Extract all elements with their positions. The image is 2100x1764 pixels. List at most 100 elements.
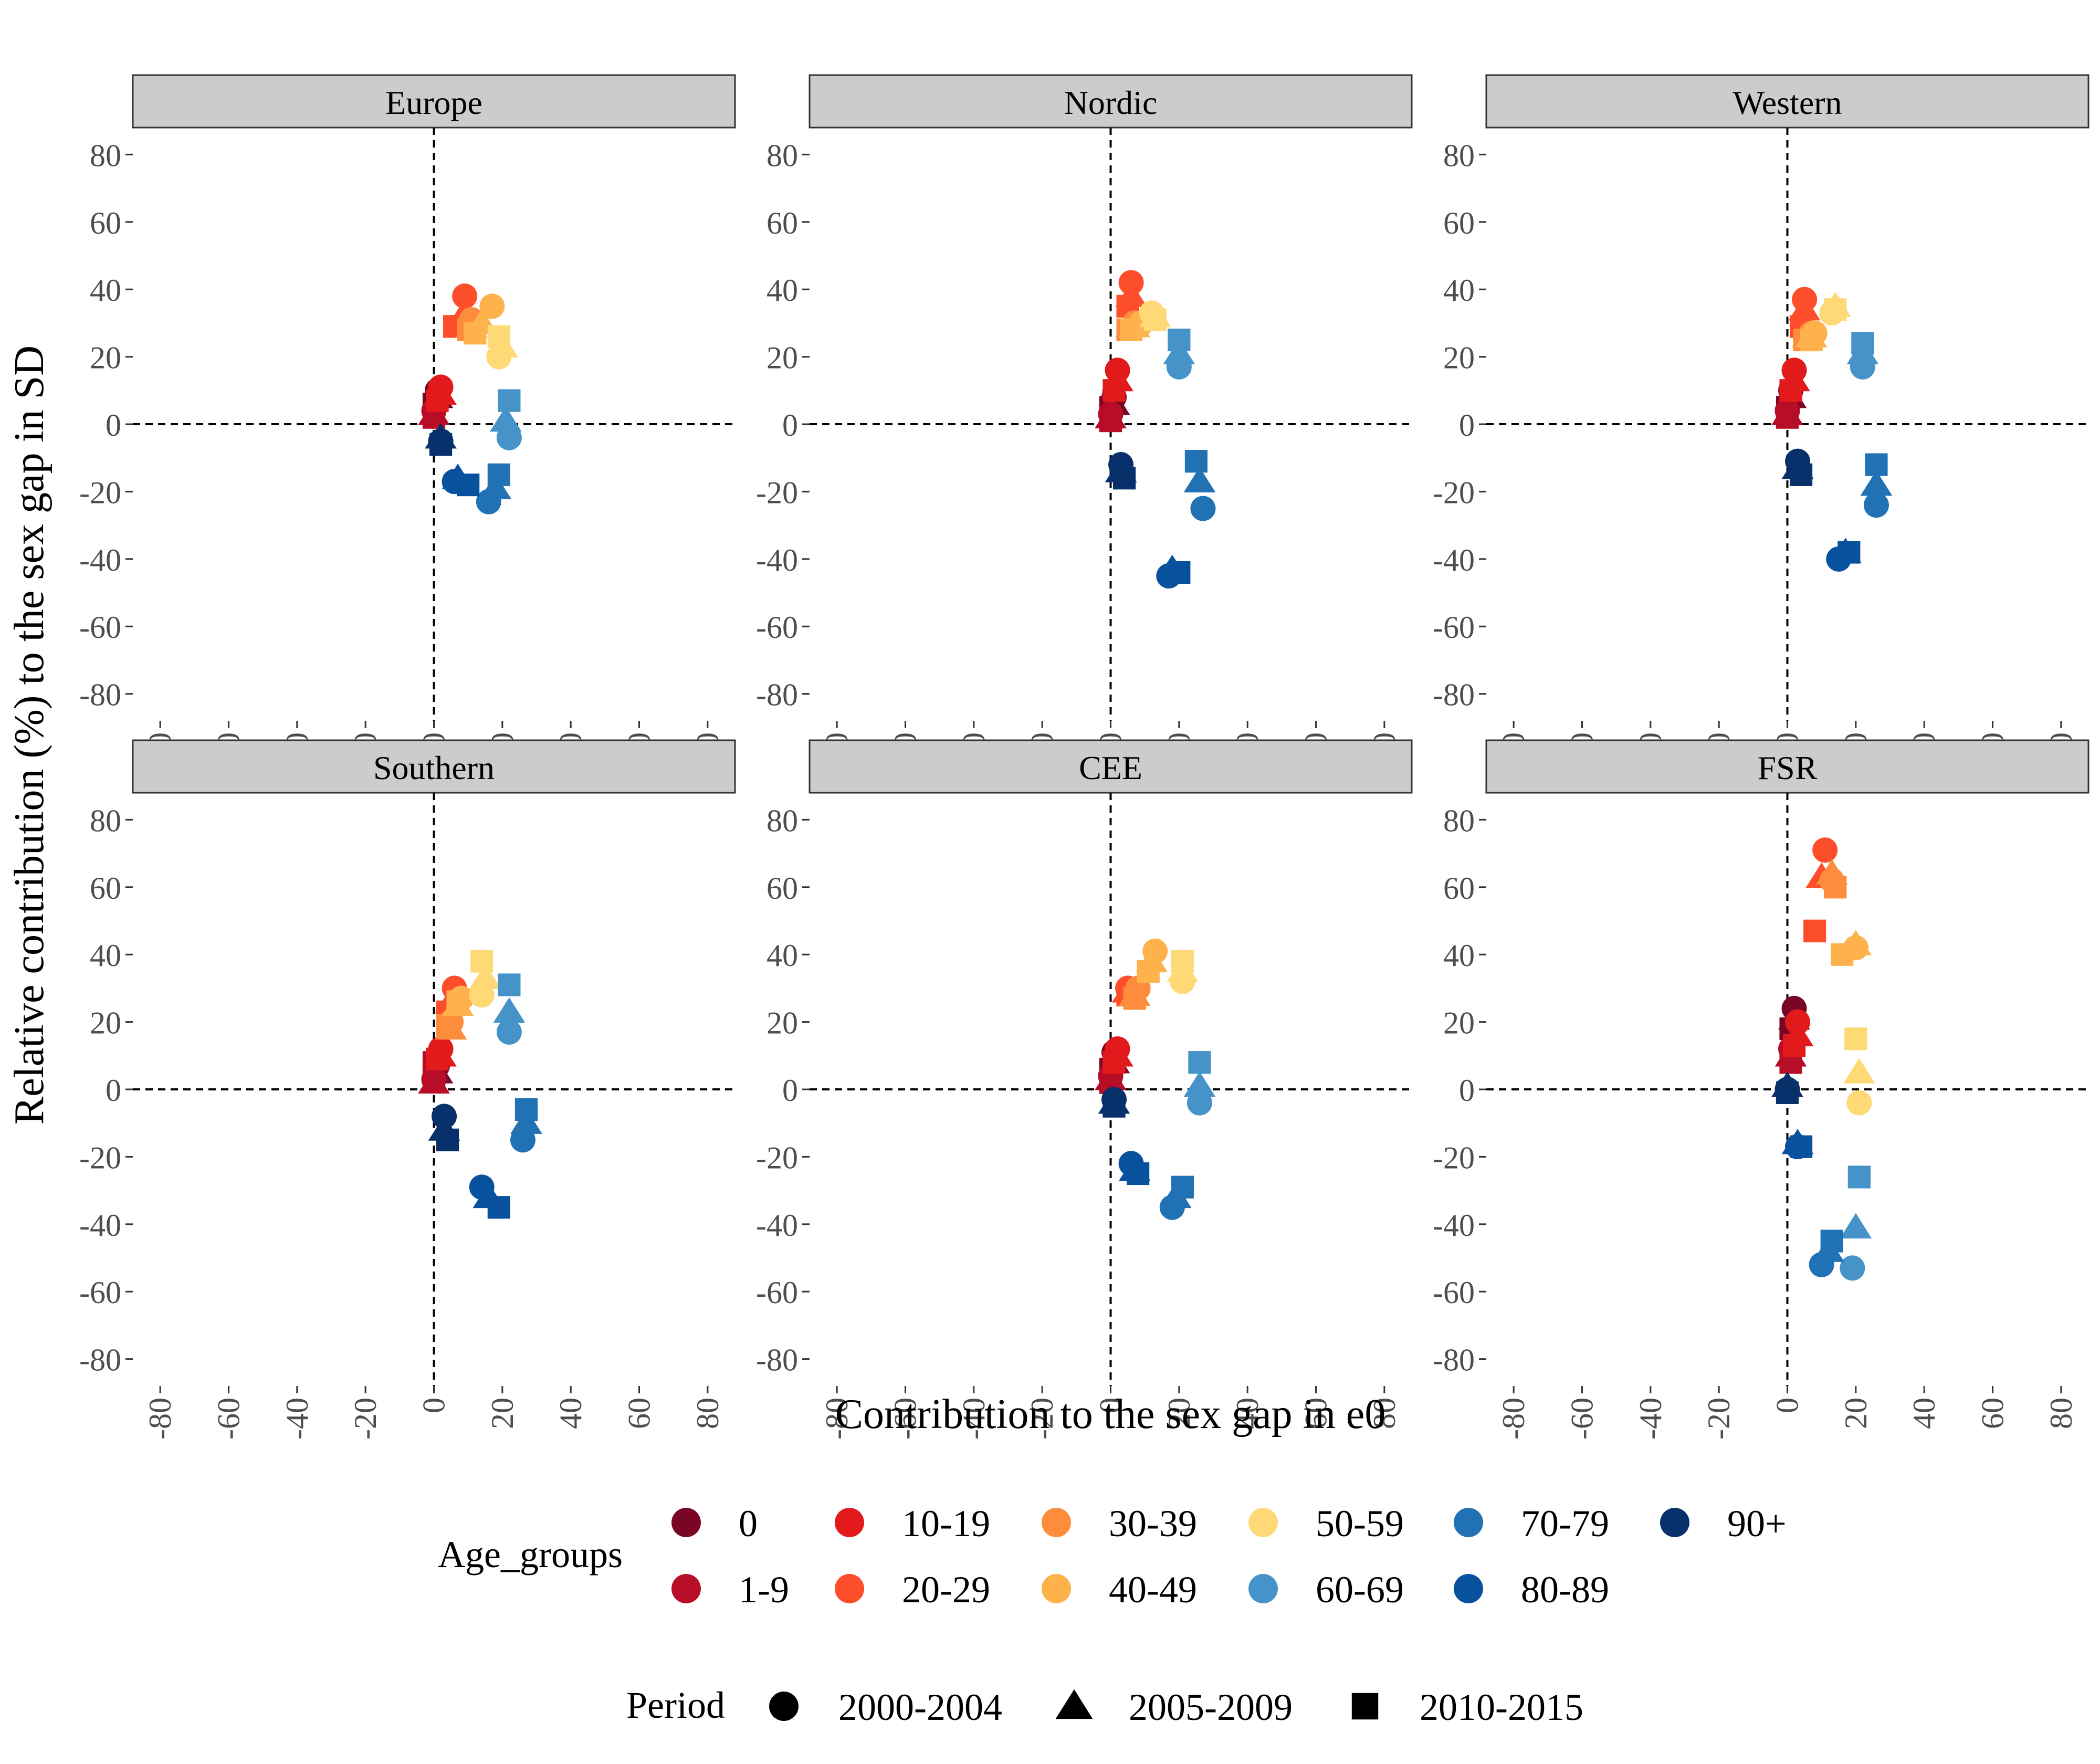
y-tick-label: -80 (79, 1343, 121, 1378)
x-tick-label: -60 (888, 1398, 922, 1440)
x-tick-label: -60 (211, 1398, 246, 1440)
x-tick-label: 80 (1367, 1398, 1402, 1429)
data-point (1171, 950, 1194, 973)
age-legend-label: 20-29 (902, 1569, 990, 1611)
y-tick-label: 20 (1443, 1006, 1475, 1041)
data-point (498, 389, 521, 412)
x-tick-label: -80 (1496, 1398, 1531, 1440)
data-point (1168, 328, 1191, 352)
y-tick-label: 40 (1443, 273, 1475, 308)
data-point (1102, 1095, 1126, 1118)
data-point (1789, 463, 1813, 486)
age-legend-label: 50-59 (1316, 1503, 1404, 1545)
data-point (496, 1019, 522, 1045)
y-tick-label: -20 (756, 1140, 798, 1175)
y-tick-label: -80 (756, 1343, 798, 1378)
data-point (1843, 1058, 1875, 1084)
y-tick-label: 40 (766, 273, 798, 308)
y-tick-label: 0 (1459, 1073, 1475, 1108)
age-legend-key (1454, 1574, 1483, 1603)
data-point (1803, 919, 1826, 942)
y-tick-label: -20 (756, 475, 798, 510)
age-legend-key (671, 1574, 701, 1603)
data-point (452, 284, 478, 309)
age-legend-key (1248, 1508, 1278, 1537)
data-point (418, 1068, 450, 1094)
y-tick-label: 60 (90, 871, 121, 906)
panel-title: Nordic (1064, 84, 1158, 121)
panel-title: FSR (1758, 749, 1818, 786)
y-tick-label: 40 (90, 938, 121, 973)
data-point (1183, 1071, 1216, 1097)
data-point (479, 474, 512, 499)
x-tick-label: 20 (485, 1398, 520, 1429)
x-tick-label: 20 (1162, 1398, 1196, 1429)
y-tick-label: 20 (766, 341, 798, 375)
x-tick-label: 0 (1094, 1398, 1128, 1413)
data-point (487, 1196, 510, 1219)
data-point (1846, 1090, 1872, 1116)
data-point (1831, 943, 1854, 966)
data-point (1776, 1081, 1799, 1105)
y-tick-label: 20 (90, 1006, 121, 1041)
y-tick-label: -60 (79, 610, 121, 645)
x-tick-label: 60 (622, 1398, 657, 1429)
x-tick-label: -80 (143, 1398, 177, 1440)
data-point (493, 997, 526, 1023)
panel-strip (132, 74, 736, 129)
data-point (464, 322, 487, 345)
data-point (514, 1098, 538, 1121)
y-tick-label: -40 (1433, 543, 1475, 578)
period-legend-label: 2000-2004 (838, 1686, 1002, 1728)
y-tick-label: 20 (90, 341, 121, 375)
period-legend-key (1055, 1689, 1093, 1719)
y-tick-label: 0 (106, 408, 121, 443)
panel-strip (1485, 739, 2090, 794)
data-point (510, 1108, 542, 1134)
age-legend-title: Age_groups (438, 1534, 623, 1576)
y-tick-label: 20 (766, 1006, 798, 1041)
y-tick-label: 80 (766, 803, 798, 838)
y-tick-label: -80 (756, 678, 798, 712)
panel-nordic: Nordic806040200-20-40-60-80-80-60-40-200… (756, 74, 1413, 774)
y-tick-label: -20 (79, 1140, 121, 1175)
age-legend-key (835, 1574, 864, 1603)
y-tick-label: -60 (756, 610, 798, 645)
y-tick-label: 0 (1459, 408, 1475, 443)
age-legend-label: 70-79 (1521, 1503, 1609, 1545)
data-point (1123, 987, 1146, 1010)
data-point (479, 293, 505, 319)
data-point (436, 1128, 459, 1151)
data-point (1120, 318, 1143, 341)
data-point (1102, 379, 1126, 402)
data-point (1840, 1255, 1865, 1281)
period-legend-label: 2005-2009 (1129, 1686, 1293, 1728)
y-tick-label: -60 (79, 1275, 121, 1310)
y-tick-label: 40 (90, 273, 121, 308)
y-tick-label: 60 (1443, 206, 1475, 240)
panel-title: Europe (385, 84, 482, 121)
age-legend-label: 40-49 (1109, 1569, 1197, 1611)
y-tick-label: 60 (766, 206, 798, 240)
y-axis-label: Relative contribution (%) to the sex gap… (6, 345, 52, 1125)
data-point (1860, 470, 1893, 496)
data-point (1137, 960, 1160, 983)
data-point (1779, 379, 1802, 402)
data-point (1112, 467, 1136, 490)
data-point (1188, 1051, 1211, 1074)
y-tick-label: 40 (1443, 938, 1475, 973)
panel-title: CEE (1079, 749, 1142, 786)
y-tick-label: -60 (756, 1275, 798, 1310)
data-point (1143, 308, 1167, 331)
y-tick-label: 0 (782, 408, 798, 443)
data-point (1847, 1166, 1871, 1189)
y-tick-label: -80 (79, 678, 121, 712)
y-tick-label: 80 (766, 138, 798, 173)
y-tick-label: -80 (1433, 678, 1475, 712)
age-legend-key (1042, 1574, 1071, 1603)
age-legend-key (671, 1508, 701, 1537)
data-point (1788, 295, 1821, 321)
panel-fsr: FSR 80 60 40 20 0 -20 -40 -60 -80 -80 -60 -40 -20 0 20 4… (1433, 739, 2090, 1440)
data-point (1800, 328, 1823, 352)
data-point (426, 389, 449, 412)
